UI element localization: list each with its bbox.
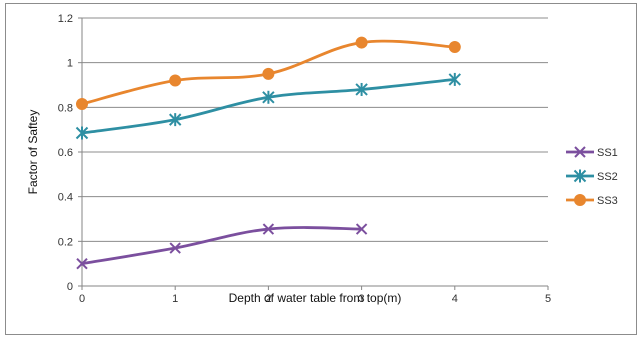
series-group (75, 36, 462, 270)
y-tick-label: 0.6 (58, 147, 73, 159)
data-point-ss3 (448, 41, 461, 54)
data-point-ss2 (75, 126, 89, 140)
y-tick-label: 0 (67, 281, 73, 293)
legend-item-ss1: SS1 (566, 146, 618, 159)
legend-label: SS2 (597, 171, 618, 183)
data-point-ss3 (355, 36, 368, 49)
data-point-ss2 (355, 82, 368, 96)
data-point-ss1 (262, 223, 275, 235)
y-tick-labels: 0 0.2 0.4 0.6 0.8 1 1.2 (58, 13, 73, 293)
x-tick-label: 5 (545, 293, 551, 305)
data-point-ss3 (262, 67, 275, 80)
data-point-ss2 (262, 90, 275, 104)
data-point-ss1 (355, 223, 368, 235)
data-point-ss1 (76, 257, 88, 270)
series-line-ss1 (80, 226, 363, 266)
axes (78, 17, 549, 290)
legend-marker (574, 146, 586, 158)
x-tick-label: 0 (79, 293, 85, 305)
x-tick-labels: 0 1 2 3 4 5 (79, 293, 551, 305)
x-tick-label: 4 (452, 293, 458, 305)
y-tick-label: 1.2 (58, 13, 73, 25)
data-point-ss3 (76, 97, 88, 110)
x-tick-label: 3 (359, 293, 365, 305)
legend-item-ss2: SS2 (566, 169, 618, 183)
chart-frame (5, 3, 637, 335)
y-tick-label: 0.8 (58, 102, 73, 114)
x-axis-title: Depth of water table from top(m) (229, 291, 402, 305)
legend-item-ss3: SS3 (566, 194, 618, 207)
x-tick-label: 1 (172, 293, 178, 305)
legend-label: SS3 (597, 195, 618, 207)
data-point-ss3 (169, 74, 182, 87)
gridlines (82, 17, 548, 242)
data-point-ss1 (169, 242, 181, 254)
legend-marker (574, 194, 586, 206)
y-tick-label: 0.4 (58, 192, 73, 204)
data-point-ss2 (168, 113, 182, 127)
y-tick-label: 1 (67, 58, 73, 70)
y-axis-title: Factor of Saftey (26, 110, 40, 195)
legend-marker (573, 169, 587, 183)
y-tick-label: 0.2 (58, 236, 73, 248)
data-point-ss2 (448, 72, 462, 86)
x-tick-label: 2 (265, 293, 271, 305)
legend: SS1 SS2 SS3 (566, 146, 618, 207)
legend-label: SS1 (597, 147, 618, 159)
